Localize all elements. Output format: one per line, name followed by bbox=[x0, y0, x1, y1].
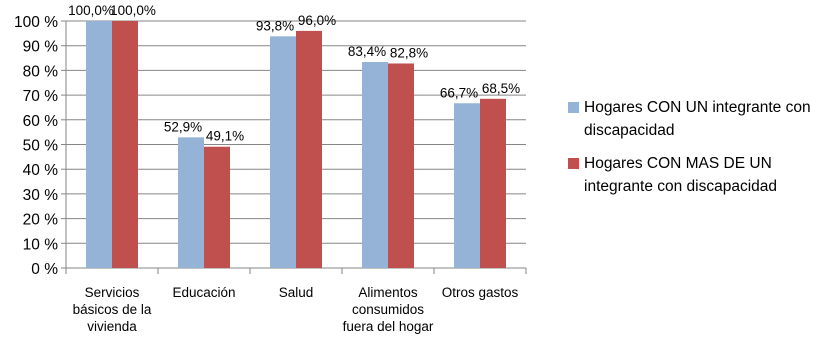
bar-series-2-cat-2 bbox=[204, 146, 230, 268]
x-category-label-1: vivienda bbox=[87, 319, 137, 334]
legend-label-series-1-line-1: Hogares CON UN integrante con bbox=[584, 99, 811, 116]
y-tick-label: 40 % bbox=[23, 162, 59, 179]
x-category-label-4: consumidos bbox=[352, 302, 424, 317]
data-label-series-1-cat-3: 93,8% bbox=[256, 18, 294, 33]
y-tick-label: 100 % bbox=[14, 14, 58, 31]
legend-label-series-2-line-1: Hogares CON MAS DE UN bbox=[584, 155, 772, 172]
x-category-label-4: Alimentos bbox=[358, 285, 418, 300]
bar-series-1-cat-5 bbox=[454, 103, 480, 268]
legend-item-series-2: Hogares CON MAS DE UN integrante con dis… bbox=[568, 152, 813, 198]
legend: Hogares CON UN integrante con discapacid… bbox=[568, 96, 813, 208]
bar-chart-svg: 0 % 10 % 20 % 30 % 40 % 50 % 60 % 70 % 80 % 90 % 1… bbox=[14, 3, 527, 334]
x-category-label-1: básicos de la bbox=[73, 302, 152, 317]
legend-swatch-series-2 bbox=[568, 158, 579, 169]
data-label-series-1-cat-1: 100,0% bbox=[68, 3, 114, 18]
bar-series-2-cat-4 bbox=[388, 63, 414, 268]
bar-series-2-cat-1 bbox=[112, 21, 138, 268]
data-label-series-2-cat-1: 100,0% bbox=[110, 3, 156, 18]
y-tick-label: 70 % bbox=[23, 88, 59, 105]
data-label-series-2-cat-5: 68,5% bbox=[482, 81, 520, 96]
bar-series-2-cat-5 bbox=[480, 98, 506, 269]
bar-series-2-cat-3 bbox=[296, 30, 322, 268]
y-tick-label: 20 % bbox=[23, 212, 59, 229]
data-label-series-1-cat-5: 66,7% bbox=[440, 85, 478, 100]
data-label-series-2-cat-4: 82,8% bbox=[390, 45, 428, 60]
x-category-label-5: Otros gastos bbox=[442, 285, 519, 300]
y-tick-label: 90 % bbox=[23, 39, 59, 56]
legend-label-series-1-line-2: discapacidad bbox=[584, 122, 675, 139]
x-category-label-1: Servicios bbox=[85, 285, 140, 300]
data-label-series-1-cat-2: 52,9% bbox=[164, 119, 202, 134]
x-category-label-3: Salud bbox=[279, 285, 314, 300]
data-label-series-1-cat-4: 83,4% bbox=[348, 44, 386, 59]
y-tick-label: 80 % bbox=[23, 63, 59, 80]
y-tick-label: 50 % bbox=[23, 138, 59, 155]
y-tick-label: 10 % bbox=[23, 236, 59, 253]
bar-series-1-cat-4 bbox=[362, 62, 388, 268]
y-tick-label: 30 % bbox=[23, 187, 59, 204]
data-label-series-2-cat-3: 96,0% bbox=[298, 13, 336, 28]
y-tick-label: 60 % bbox=[23, 113, 59, 130]
data-label-series-2-cat-2: 49,1% bbox=[206, 129, 244, 144]
x-category-label-4: fuera del hogar bbox=[343, 319, 434, 334]
y-tick-label: 0 % bbox=[31, 261, 58, 278]
legend-item-series-1: Hogares CON UN integrante con discapacid… bbox=[568, 96, 813, 142]
x-category-label-2: Educación bbox=[172, 285, 235, 300]
bar-series-1-cat-1 bbox=[86, 21, 112, 268]
bar-series-1-cat-2 bbox=[178, 137, 204, 268]
legend-label-series-2-line-2: integrante con discapacidad bbox=[584, 178, 778, 195]
legend-swatch-series-1 bbox=[568, 102, 579, 113]
bar-series-1-cat-3 bbox=[270, 36, 296, 269]
